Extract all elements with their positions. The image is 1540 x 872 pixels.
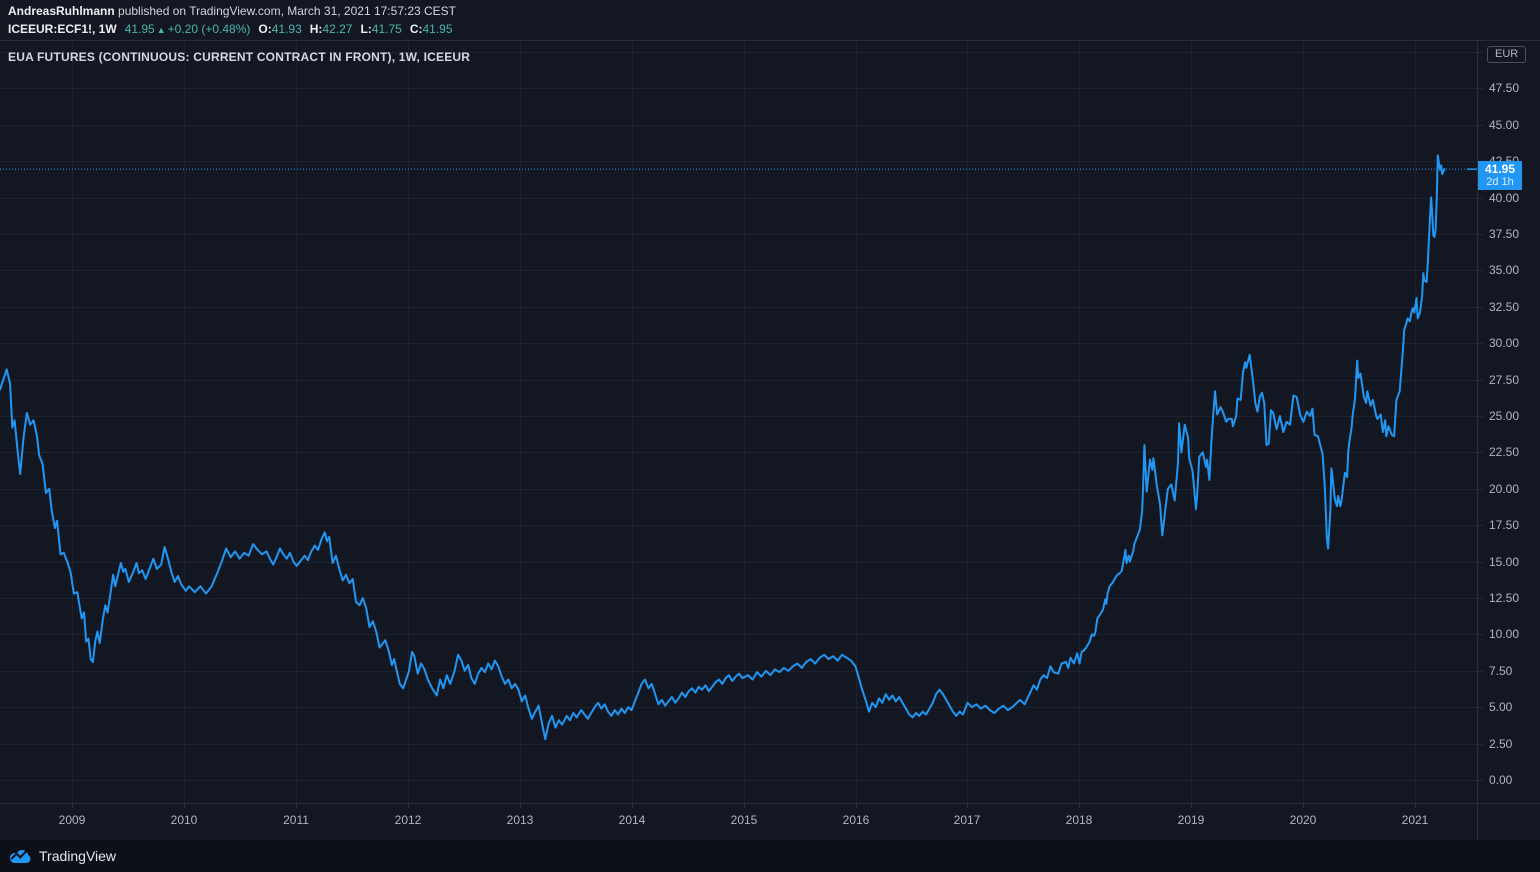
time-axis-tick (296, 804, 297, 808)
time-axis-label: 2017 (953, 813, 981, 827)
published-text: published on TradingView.com, March 31, … (114, 4, 457, 18)
price-axis-label: 0.00 (1489, 773, 1513, 787)
price-axis-label: 37.50 (1489, 227, 1520, 241)
ohlc-value: 41.95 (422, 22, 453, 36)
bar-countdown: 2d 1h (1486, 176, 1514, 188)
publish-info-line: AndreasRuhlmann published on TradingView… (8, 2, 1540, 20)
price-axis-tick (1478, 634, 1482, 635)
time-axis-label: 2011 (283, 813, 309, 827)
price-axis-label: 47.50 (1489, 81, 1520, 95)
price-axis-label: 20.00 (1489, 482, 1520, 496)
price-axis-tick (1478, 562, 1482, 563)
price-axis-tick (1478, 343, 1482, 344)
price-axis-tick (1478, 452, 1482, 453)
time-axis-tick (184, 804, 185, 808)
price-axis-label: 5.00 (1489, 700, 1513, 714)
time-axis-label: 2016 (842, 813, 870, 827)
ohlc-values: O:41.93 H:42.27 L:41.75 C:41.95 (250, 22, 452, 36)
time-axis-tick (520, 804, 521, 808)
brand-name[interactable]: TradingView (39, 848, 117, 864)
time-axis-label: 2012 (394, 813, 422, 827)
price-axis-tick (1478, 52, 1482, 53)
author-name[interactable]: AndreasRuhlmann (8, 4, 115, 18)
price-axis-tick (1478, 416, 1482, 417)
time-axis-tick (967, 804, 968, 808)
time-axis-tick (1191, 804, 1192, 808)
time-axis-label: 2021 (1401, 813, 1429, 827)
time-axis[interactable]: 2009 2010 2011 2012 2013 2014 2015 2016 2017 2018… (0, 803, 1540, 840)
price-axis-tick (1478, 525, 1482, 526)
ohlc-label: O: (258, 22, 272, 36)
price-axis-label: 35.00 (1489, 263, 1520, 277)
price-axis-label: 17.50 (1489, 518, 1520, 532)
last-price: 41.95 (124, 22, 155, 36)
price-axis-label: 45.00 (1489, 118, 1520, 132)
time-axis-label: 2015 (730, 813, 758, 827)
header: AndreasRuhlmann published on TradingView… (0, 0, 1540, 41)
time-axis-tick (408, 804, 409, 808)
chart-plot-area[interactable]: EUA FUTURES (CONTINUOUS: CURRENT CONTRAC… (0, 41, 1477, 803)
price-axis-label: 15.00 (1489, 555, 1520, 569)
time-axis-tick (1415, 804, 1416, 808)
price-axis-tick (1478, 380, 1482, 381)
tradingview-logo-icon[interactable] (8, 848, 32, 864)
price-axis-label: 25.00 (1489, 409, 1520, 423)
symbol-info-line: ICEEUR:ECF1!, 1W 41.95 ▲ +0.20 (+0.48%) O:41… (8, 20, 1540, 38)
up-triangle-icon: ▲ (156, 25, 166, 35)
time-axis-label: 2013 (506, 813, 534, 827)
price-axis-tick (1478, 707, 1482, 708)
time-axis-tick (1079, 804, 1080, 808)
time-axis-label: 2010 (170, 813, 198, 827)
ohlc-label: L: (360, 22, 372, 36)
time-axis-tick (744, 804, 745, 808)
time-axis-tick (632, 804, 633, 808)
price-axis-label: 12.50 (1489, 591, 1520, 605)
price-axis-label: 40.00 (1489, 191, 1520, 205)
change-text: +0.20 (+0.48%) (167, 22, 251, 36)
price-axis-label: 30.00 (1489, 336, 1520, 350)
price-axis[interactable]: 0.00 2.50 5.00 7.50 10.00 12.50 15.00 17.50 20.0… (1477, 41, 1540, 840)
price-axis-tick (1478, 307, 1482, 308)
price-axis-tick (1478, 671, 1482, 672)
ohlc-value: 41.93 (271, 22, 302, 36)
price-axis-label: 7.50 (1489, 664, 1513, 678)
price-axis-tick (1478, 780, 1482, 781)
time-axis-tick (1303, 804, 1304, 808)
price-axis-tick (1478, 744, 1482, 745)
ohlc-value: 41.75 (371, 22, 402, 36)
price-axis-label: 2.50 (1489, 737, 1513, 751)
price-chart-canvas[interactable] (0, 41, 1477, 803)
price-axis-tick (1478, 88, 1482, 89)
time-axis-label: 2020 (1289, 813, 1317, 827)
price-axis-label: 22.50 (1489, 445, 1520, 459)
price-axis-tick (1478, 234, 1482, 235)
chart-title: EUA FUTURES (CONTINUOUS: CURRENT CONTRAC… (8, 50, 471, 64)
price-axis-label: 27.50 (1489, 373, 1520, 387)
price-axis-tick (1478, 489, 1482, 490)
footer-bar: TradingView (0, 840, 1540, 872)
price-axis-tick (1478, 270, 1482, 271)
currency-button[interactable]: EUR (1487, 46, 1527, 63)
current-price-flag: 41.95 2d 1h (1478, 161, 1522, 190)
time-axis-tick (856, 804, 857, 808)
price-line-series (0, 154, 1446, 741)
price-axis-label: 32.50 (1489, 300, 1520, 314)
time-axis-label: 2014 (618, 813, 646, 827)
time-axis-label: 2018 (1065, 813, 1093, 827)
ohlc-value: 42.27 (322, 22, 353, 36)
ohlc-label: H: (309, 22, 323, 36)
price-axis-tick (1478, 198, 1482, 199)
price-axis-label: 10.00 (1489, 627, 1520, 641)
ohlc-label: C: (409, 22, 423, 36)
current-price-value: 41.95 (1484, 162, 1516, 176)
time-axis-label: 2019 (1177, 813, 1205, 827)
time-axis-tick (72, 804, 73, 808)
time-axis-label: 2009 (58, 813, 86, 827)
price-axis-tick (1478, 125, 1482, 126)
symbol-title[interactable]: ICEEUR:ECF1!, 1W (8, 22, 117, 36)
price-axis-tick (1478, 598, 1482, 599)
